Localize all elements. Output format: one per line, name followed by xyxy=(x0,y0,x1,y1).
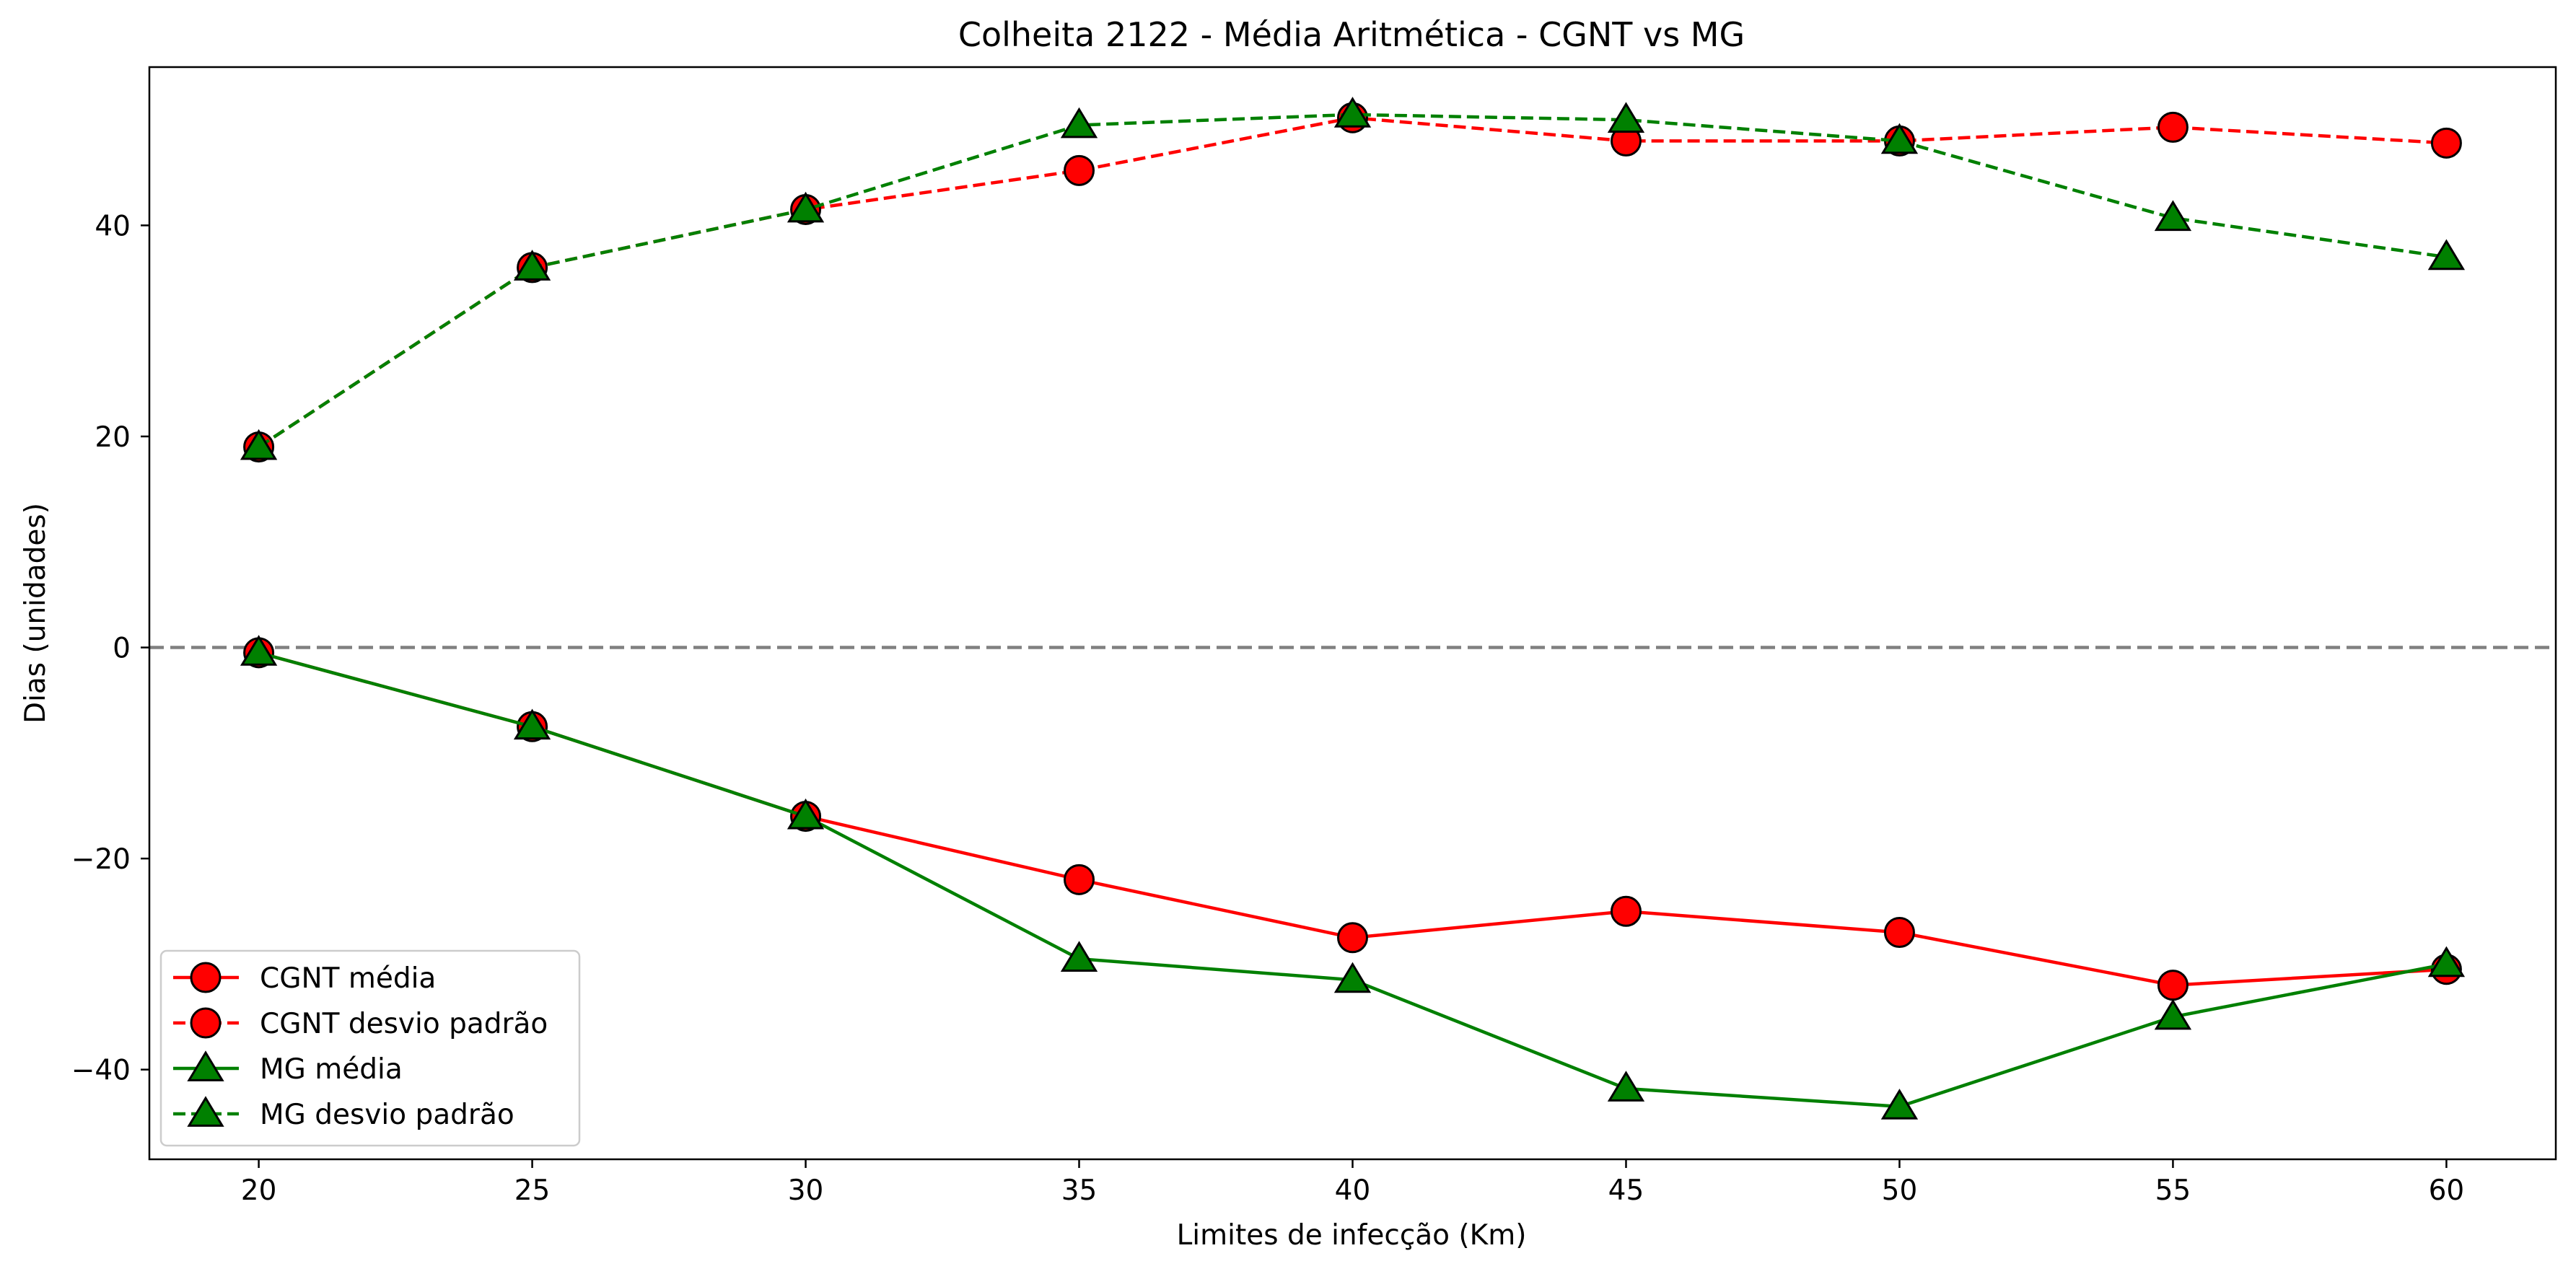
data-point xyxy=(2427,946,2466,978)
data-point xyxy=(513,250,551,281)
legend-item: CGNT média xyxy=(173,962,436,995)
y-tick-label: −20 xyxy=(71,843,131,876)
y-axis-ticks: −40 −20 0 20 40 xyxy=(71,210,149,1087)
data-point xyxy=(2157,970,2189,1001)
x-tick-label: 60 xyxy=(2429,1174,2465,1207)
x-axis-ticks: 20 25 30 35 40 45 50 55 60 xyxy=(241,1159,2464,1207)
legend-marker xyxy=(187,1096,224,1127)
data-point xyxy=(240,635,278,666)
x-axis-label: Limites de infecção (Km) xyxy=(1177,1219,1527,1252)
data-point xyxy=(1060,941,1098,972)
series-2 xyxy=(240,635,2466,1120)
data-point xyxy=(2430,127,2462,159)
data-point xyxy=(1064,864,1095,895)
x-tick-label: 45 xyxy=(1608,1174,1644,1207)
legend-item: MG média xyxy=(173,1050,403,1086)
x-tick-label: 25 xyxy=(514,1174,551,1207)
data-point xyxy=(787,798,825,830)
data-point xyxy=(1610,895,1642,927)
y-tick-label: 20 xyxy=(95,421,131,454)
series-layer xyxy=(240,97,2466,1120)
data-point xyxy=(2154,200,2192,232)
legend-marker xyxy=(190,962,222,993)
y-tick-label: 40 xyxy=(95,210,131,242)
data-point xyxy=(1333,962,1372,993)
legend-label: CGNT desvio padrão xyxy=(260,1008,548,1040)
data-point xyxy=(1883,916,1915,948)
legend: CGNT média CGNT desvio padrão MG média MG d… xyxy=(159,949,581,1147)
y-axis-label: Dias (unidades) xyxy=(19,503,52,724)
x-tick-label: 35 xyxy=(1061,1174,1098,1207)
legend-marker xyxy=(187,1050,224,1081)
data-point xyxy=(1333,97,1372,128)
legend-item: MG desvio padrão xyxy=(173,1096,514,1131)
x-tick-label: 30 xyxy=(788,1174,824,1207)
data-point xyxy=(2157,111,2189,143)
legend-marker xyxy=(190,1007,222,1039)
legend-box xyxy=(159,949,581,1147)
y-tick-label: −40 xyxy=(71,1055,131,1087)
legend-label: MG desvio padrão xyxy=(260,1099,514,1131)
data-point xyxy=(240,429,278,460)
data-point xyxy=(1607,102,1645,133)
x-tick-label: 50 xyxy=(1882,1174,1918,1207)
chart-title: Colheita 2122 - Média Aritmética - CGNT … xyxy=(958,15,1745,54)
legend-label: CGNT média xyxy=(260,962,436,995)
data-point xyxy=(2154,998,2192,1030)
data-point xyxy=(1880,123,1919,154)
data-point xyxy=(1607,1071,1645,1102)
legend-label: MG média xyxy=(260,1053,403,1086)
x-tick-label: 40 xyxy=(1335,1174,1371,1207)
data-point xyxy=(513,708,551,740)
data-point xyxy=(1060,107,1098,139)
x-tick-label: 20 xyxy=(241,1174,277,1207)
y-tick-label: 0 xyxy=(113,633,131,665)
legend-item: CGNT desvio padrão xyxy=(173,1007,548,1040)
data-point xyxy=(1880,1089,1919,1120)
data-point xyxy=(1064,154,1095,186)
x-tick-label: 55 xyxy=(2155,1174,2191,1207)
data-point xyxy=(787,191,825,223)
data-point xyxy=(1337,922,1368,954)
series-3 xyxy=(240,97,2466,460)
data-point xyxy=(2427,239,2466,271)
